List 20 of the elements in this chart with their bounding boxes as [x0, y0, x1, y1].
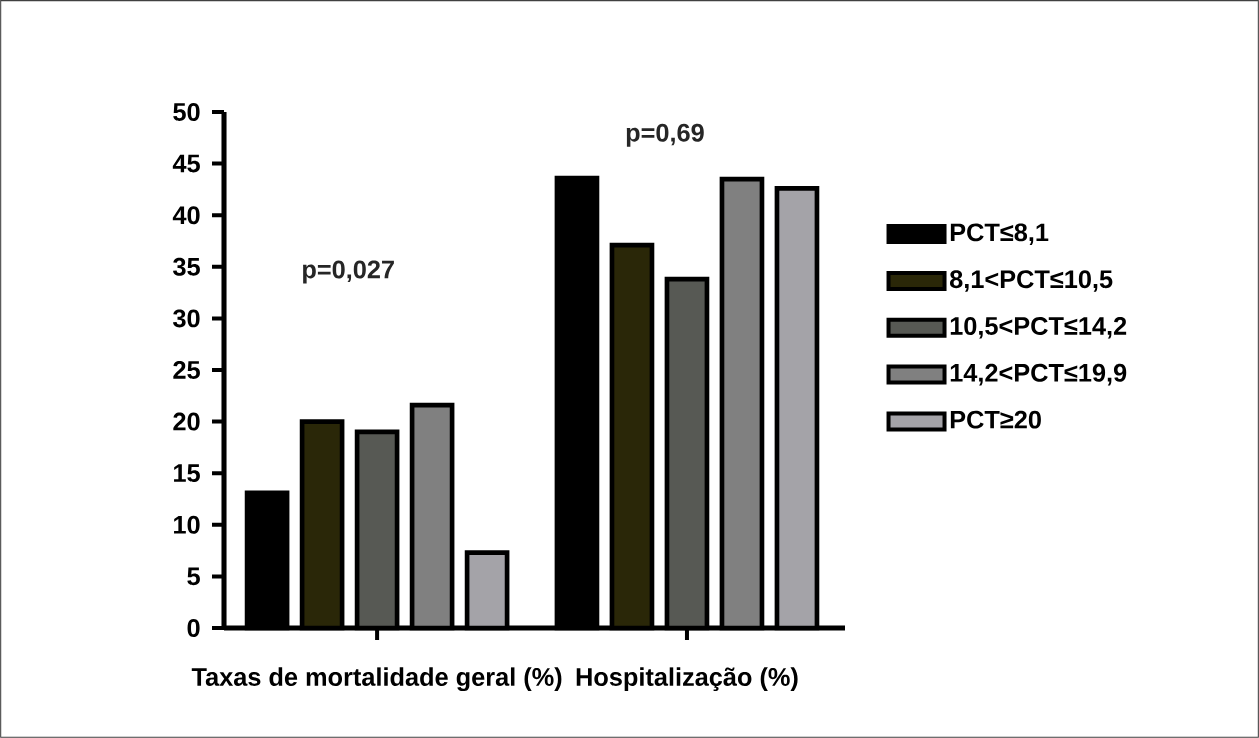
annotation: p=0,027 — [303, 260, 394, 284]
legend-label: 8,1<PCT≤10,5 — [949, 270, 1113, 292]
y-tick-label: 30 — [173, 309, 200, 328]
legend-label: PCT≥20 — [950, 410, 1041, 429]
y-tick-label: 40 — [172, 206, 200, 225]
y-tick-label: 45 — [172, 154, 200, 173]
y-tick-label: 0 — [187, 619, 200, 637]
y-tick-label: 50 — [173, 103, 200, 121]
y-tick-label: 25 — [173, 361, 200, 379]
y-tick-label: 35 — [173, 257, 200, 276]
legend-label: 10,5<PCT≤14,2 — [950, 317, 1127, 339]
legend-label: PCT≤8,1 — [950, 223, 1049, 245]
y-tick-label: 15 — [174, 464, 200, 483]
legend-label: 14,2<PCT≤19,9 — [950, 363, 1127, 386]
y-tick-label: 10 — [174, 515, 200, 534]
y-tick-label: 5 — [187, 567, 200, 586]
x-tick-label: Hospitalização (%) — [576, 667, 798, 691]
x-tick-label: Taxas de mortalidade geral (%) — [191, 667, 562, 692]
y-tick-label: 20 — [173, 412, 200, 431]
annotation: p=0,69 — [626, 123, 704, 147]
